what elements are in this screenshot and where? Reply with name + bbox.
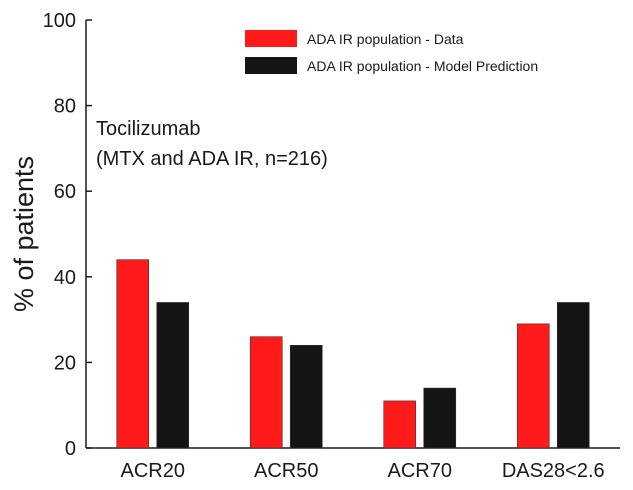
annotation-line-2: (MTX and ADA IR, n=216) <box>96 148 328 170</box>
bar-model-acr20 <box>156 302 190 449</box>
y-tick-label: 40 <box>54 267 76 289</box>
bar-model-acr50 <box>289 344 323 449</box>
bar-data-acr50 <box>249 336 283 449</box>
y-tick-label: 60 <box>54 181 76 203</box>
y-axis-title: % of patients <box>9 156 39 312</box>
legend-label-model: ADA IR population - Model Prediction <box>307 58 538 74</box>
x-tick-label: ACR50 <box>254 460 318 482</box>
y-tick-label: 0 <box>65 438 76 460</box>
legend-swatch-model <box>245 57 297 74</box>
x-tick-label: DAS28<2.6 <box>502 460 605 482</box>
bar-data-acr70 <box>383 400 417 449</box>
y-tick-label: 20 <box>54 352 76 374</box>
annotation: Tocilizumab (MTX and ADA IR, n=216) <box>96 118 328 170</box>
legend: ADA IR population - Data ADA IR populati… <box>245 30 538 74</box>
bar-data-acr20 <box>116 259 150 449</box>
x-tick-label: ACR20 <box>121 460 185 482</box>
y-ticks: 0 20 40 60 80 100 <box>43 10 92 460</box>
x-tick-label: ACR70 <box>388 460 452 482</box>
y-tick-label: 100 <box>43 10 76 32</box>
annotation-line-1: Tocilizumab <box>96 118 200 140</box>
bar-model-das2826 <box>556 302 590 449</box>
x-ticks: ACR20 ACR50 ACR70 DAS28<2.6 <box>121 460 605 482</box>
bar-data-das2826 <box>516 323 550 449</box>
legend-label-data: ADA IR population - Data <box>307 31 464 47</box>
bar-model-acr70 <box>423 387 457 449</box>
y-tick-label: 80 <box>54 96 76 118</box>
legend-swatch-data <box>245 30 297 47</box>
bars <box>116 259 590 449</box>
